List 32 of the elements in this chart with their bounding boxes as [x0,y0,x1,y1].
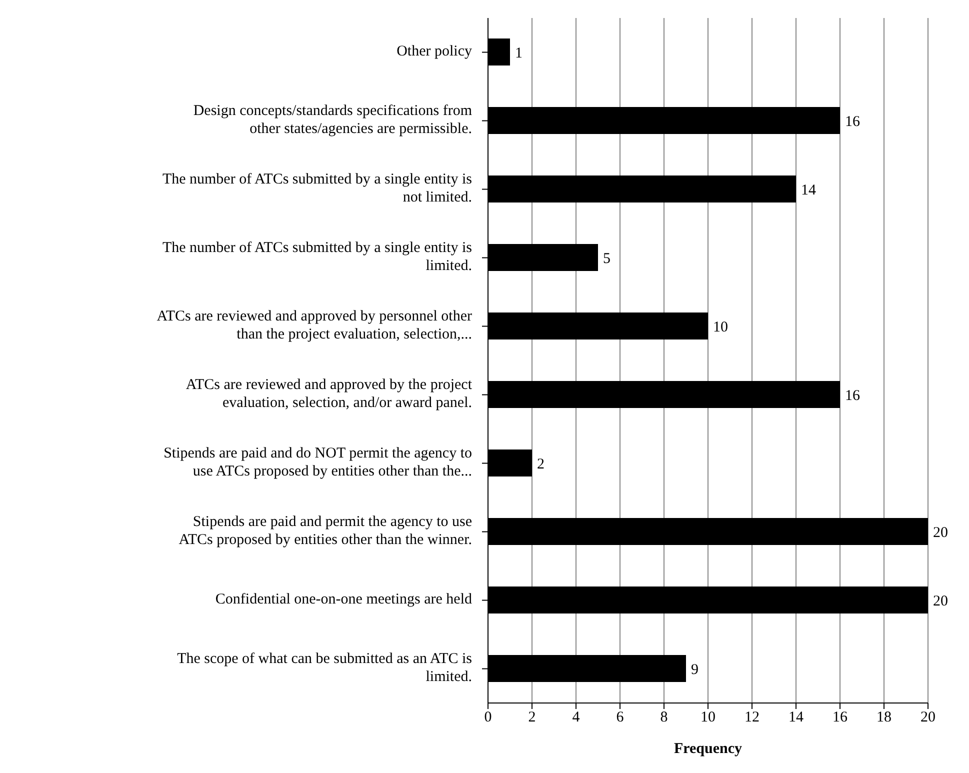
data-label: 2 [537,456,544,472]
data-label: 5 [603,250,610,267]
y-tick-label: ATCs are reviewed and approved by the project evaluation, selection, and/or award panel. [186,377,473,412]
y-tick-label: ATCs are reviewed and approved by personnel other than the project evaluation, selection,... [156,308,472,343]
x-tick-label: 14 [788,710,804,726]
y-tick-label: Stipends are paid and do NOT permit the agency to use ATCs proposed by entities other than the... [164,446,472,480]
x-tick-label: 4 [572,710,580,726]
data-label: 9 [691,662,698,678]
data-label: 1 [515,45,522,62]
y-tick-label: Other policy [396,44,472,60]
data-label: 20 [933,524,948,541]
y-tick-label: The number of ATCs submitted by a single entity is not limited. [162,172,472,206]
x-tick-label: 18 [876,710,892,726]
x-tick-label: 16 [832,710,848,726]
y-tick-label: The scope of what can be submitted as an ATC is limited. [177,651,472,686]
data-label: 14 [801,182,816,198]
data-label: 16 [845,114,860,130]
data-label: 20 [933,593,948,610]
x-tick-label: 0 [484,710,492,726]
y-tick-label: Confidential one-on-one meetings are held [215,592,472,608]
y-tick-label: Design concepts/standards specifications from other states/agencies are permissible. [193,103,472,138]
x-axis-title: Frequency [674,741,743,757]
data-label: 10 [713,319,728,336]
x-tick-label: 12 [744,710,760,726]
x-tick-label: 20 [920,710,936,726]
data-label: 16 [845,388,860,404]
y-tick-label: Stipends are paid and permit the agency to use ATCs proposed by entities other than the winner. [178,514,472,548]
x-tick-label: 8 [660,710,668,726]
x-tick-label: 10 [700,710,716,726]
x-tick-label: 6 [616,710,624,726]
y-tick-label: The number of ATCs submitted by a single entity is limited. [162,240,472,274]
x-tick-label: 2 [528,710,536,726]
